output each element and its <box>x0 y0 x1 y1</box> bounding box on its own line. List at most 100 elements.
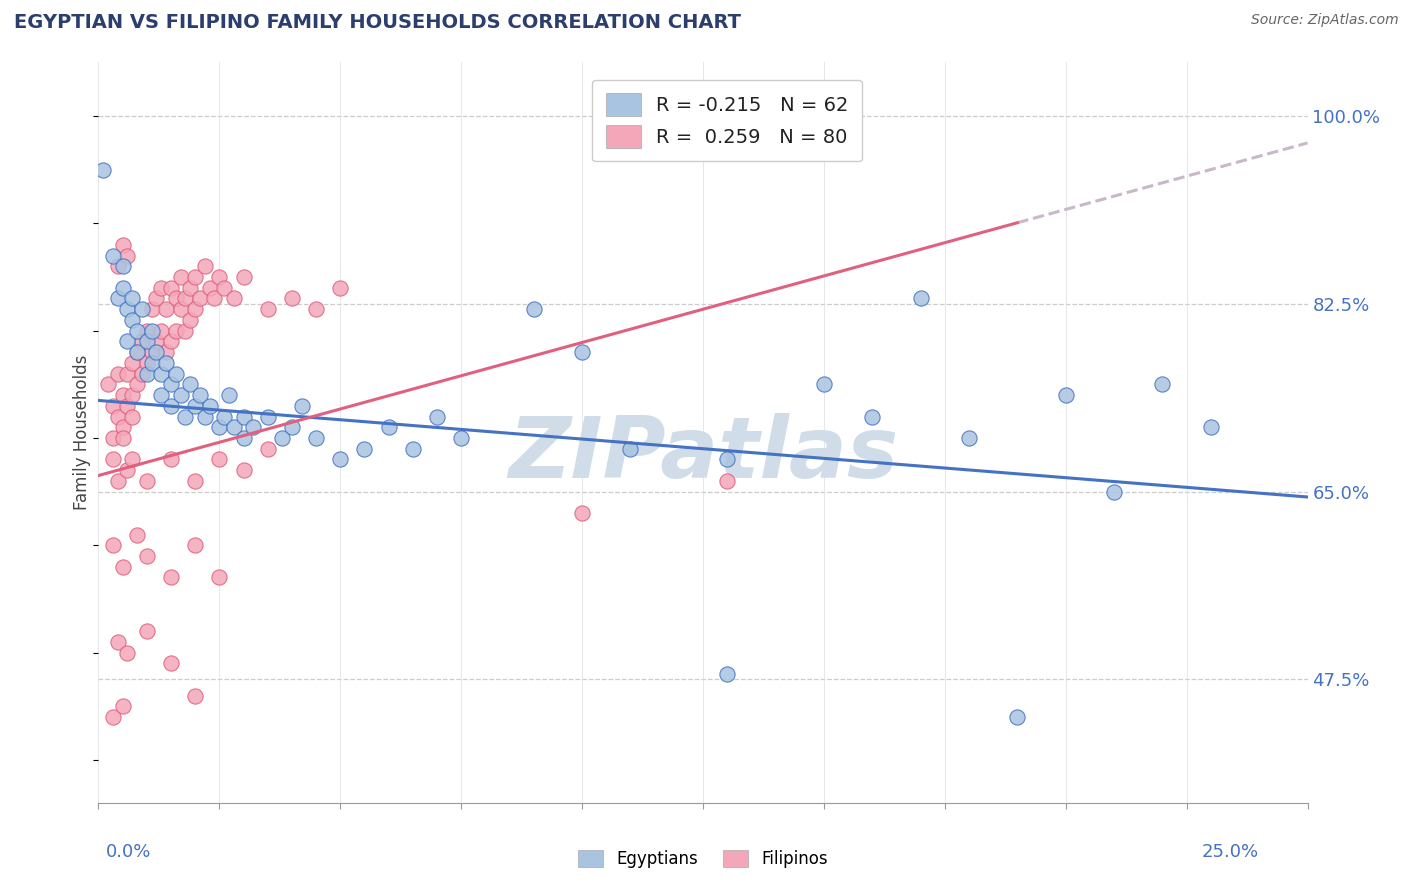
Point <box>141 356 163 370</box>
Point <box>716 452 738 467</box>
Point <box>101 452 124 467</box>
Text: ZIPatlas: ZIPatlas <box>508 413 898 496</box>
Point <box>402 442 425 456</box>
Point <box>121 356 143 370</box>
Point <box>135 549 157 563</box>
Point <box>232 463 254 477</box>
Point <box>1152 377 1174 392</box>
Point <box>256 442 278 456</box>
Point <box>145 292 167 306</box>
Point <box>169 388 191 402</box>
Point <box>174 409 197 424</box>
Point <box>281 292 304 306</box>
Point <box>160 452 183 467</box>
Point <box>232 270 254 285</box>
Point <box>290 399 312 413</box>
Point <box>127 527 149 541</box>
Point <box>281 420 304 434</box>
Point <box>127 345 149 359</box>
Y-axis label: Family Households: Family Households <box>73 355 91 510</box>
Point <box>145 334 167 349</box>
Point <box>107 409 129 424</box>
Point <box>141 345 163 359</box>
Point <box>222 420 245 434</box>
Point <box>91 162 114 177</box>
Point <box>101 399 124 413</box>
Point <box>194 260 217 274</box>
Point <box>305 302 328 317</box>
Text: EGYPTIAN VS FILIPINO FAMILY HOUSEHOLDS CORRELATION CHART: EGYPTIAN VS FILIPINO FAMILY HOUSEHOLDS C… <box>14 13 741 32</box>
Point <box>212 409 235 424</box>
Point <box>150 388 173 402</box>
Point <box>121 452 143 467</box>
Point <box>716 474 738 488</box>
Point <box>169 302 191 317</box>
Point <box>184 689 207 703</box>
Point <box>160 570 183 584</box>
Point <box>208 420 231 434</box>
Point <box>160 334 183 349</box>
Point <box>204 292 226 306</box>
Point <box>208 570 231 584</box>
Point <box>160 399 183 413</box>
Point <box>571 506 593 520</box>
Point <box>155 356 177 370</box>
Point <box>121 313 143 327</box>
Point <box>121 388 143 402</box>
Point <box>212 281 235 295</box>
Point <box>107 260 129 274</box>
Point <box>174 324 197 338</box>
Point <box>145 345 167 359</box>
Point <box>97 377 120 392</box>
Point <box>813 377 835 392</box>
Legend: R = -0.215   N = 62, R =  0.259   N = 80: R = -0.215 N = 62, R = 0.259 N = 80 <box>592 79 862 161</box>
Point <box>127 324 149 338</box>
Point <box>111 237 134 252</box>
Point <box>127 345 149 359</box>
Point <box>305 431 328 445</box>
Point <box>232 409 254 424</box>
Point <box>165 324 187 338</box>
Point <box>1007 710 1029 724</box>
Point <box>1199 420 1222 434</box>
Point <box>117 367 139 381</box>
Text: Source: ZipAtlas.com: Source: ZipAtlas.com <box>1251 13 1399 28</box>
Point <box>910 292 932 306</box>
Point <box>107 367 129 381</box>
Point <box>188 292 211 306</box>
Point <box>150 324 173 338</box>
Point <box>107 292 129 306</box>
Point <box>117 646 139 660</box>
Point <box>111 559 134 574</box>
Point <box>117 399 139 413</box>
Point <box>169 270 191 285</box>
Point <box>111 281 134 295</box>
Point <box>127 377 149 392</box>
Legend: Egyptians, Filipinos: Egyptians, Filipinos <box>571 843 835 875</box>
Point <box>101 249 124 263</box>
Point <box>179 377 201 392</box>
Point <box>107 474 129 488</box>
Point <box>179 313 201 327</box>
Point <box>523 302 546 317</box>
Point <box>377 420 399 434</box>
Point <box>1054 388 1077 402</box>
Point <box>1102 484 1125 499</box>
Point <box>450 431 472 445</box>
Point <box>111 260 134 274</box>
Point <box>184 538 207 552</box>
Point <box>232 431 254 445</box>
Point <box>117 334 139 349</box>
Point <box>135 324 157 338</box>
Point <box>141 302 163 317</box>
Point <box>174 292 197 306</box>
Point <box>198 399 221 413</box>
Point <box>184 474 207 488</box>
Point <box>165 292 187 306</box>
Point <box>184 399 207 413</box>
Point <box>184 270 207 285</box>
Point <box>426 409 449 424</box>
Point <box>155 345 177 359</box>
Point <box>160 657 183 671</box>
Point <box>101 538 124 552</box>
